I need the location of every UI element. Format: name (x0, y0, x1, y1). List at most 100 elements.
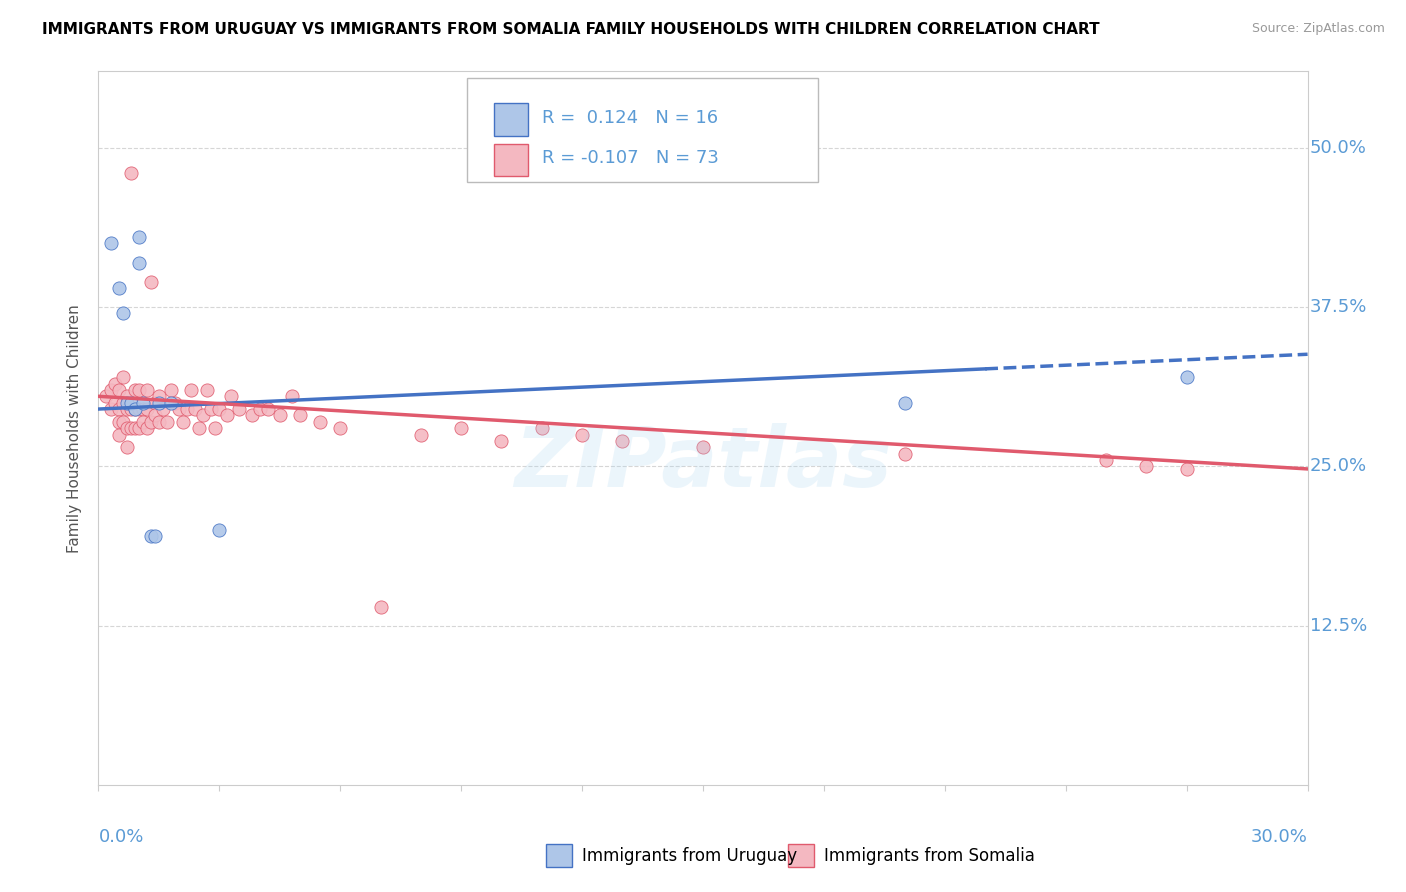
Point (329, 421, 352, 435)
Point (249, 402, 271, 417)
Point (128, 255, 150, 269)
Point (124, 383, 146, 397)
Point (450, 421, 472, 435)
Point (612, 434, 634, 448)
Text: 50.0%: 50.0% (1310, 139, 1367, 157)
Point (139, 415, 162, 429)
Text: Immigrants from Uruguay: Immigrants from Uruguay (582, 847, 797, 864)
Point (193, 409, 215, 423)
FancyBboxPatch shape (467, 78, 818, 182)
Point (103, 376, 125, 391)
Point (893, 447, 915, 461)
Point (893, 395, 915, 409)
Point (167, 402, 190, 417)
Text: 30.0%: 30.0% (1251, 828, 1308, 846)
Point (160, 395, 183, 409)
Point (156, 415, 179, 429)
Text: ZIPatlas: ZIPatlas (515, 424, 891, 504)
Point (107, 402, 129, 417)
Point (309, 415, 332, 429)
Point (100, 383, 122, 397)
Point (115, 440, 138, 454)
Text: R = -0.107   N = 73: R = -0.107 N = 73 (543, 149, 718, 167)
Text: Source: ZipAtlas.com: Source: ZipAtlas.com (1251, 22, 1385, 36)
Point (152, 402, 174, 417)
Point (124, 421, 146, 435)
Point (148, 395, 170, 409)
Point (143, 395, 166, 409)
Point (115, 421, 138, 435)
Point (195, 383, 218, 397)
Point (208, 523, 231, 537)
Point (132, 415, 155, 429)
Point (1175, 370, 1198, 384)
Point (184, 402, 207, 417)
Point (172, 415, 194, 429)
Point (163, 395, 186, 409)
Point (204, 421, 226, 435)
Point (132, 395, 155, 409)
Point (1095, 453, 1118, 467)
Text: IMMIGRANTS FROM URUGUAY VS IMMIGRANTS FROM SOMALIA FAMILY HOUSEHOLDS WITH CHILDR: IMMIGRANTS FROM URUGUAY VS IMMIGRANTS FR… (42, 22, 1099, 37)
Point (176, 402, 198, 417)
Point (143, 529, 166, 543)
Point (111, 415, 134, 429)
Point (281, 389, 304, 403)
FancyBboxPatch shape (494, 103, 527, 136)
FancyBboxPatch shape (494, 144, 527, 176)
Point (409, 427, 432, 442)
Text: R =  0.124   N = 16: R = 0.124 N = 16 (543, 109, 718, 127)
Point (115, 402, 138, 417)
Point (530, 421, 553, 435)
Point (370, 599, 392, 614)
Point (217, 409, 239, 423)
Point (288, 409, 311, 423)
Point (120, 421, 142, 435)
Point (120, 402, 142, 417)
Point (143, 409, 166, 423)
Point (107, 383, 129, 397)
Point (120, 166, 142, 180)
Point (1135, 459, 1157, 474)
Text: 12.5%: 12.5% (1310, 616, 1367, 635)
Point (128, 383, 150, 397)
Point (100, 236, 122, 251)
Point (692, 440, 714, 454)
Point (139, 529, 162, 543)
FancyBboxPatch shape (546, 844, 572, 867)
Point (135, 421, 157, 435)
Point (132, 402, 155, 417)
Text: 37.5%: 37.5% (1310, 298, 1368, 316)
Point (1175, 462, 1198, 476)
Point (269, 409, 291, 423)
Point (124, 402, 146, 417)
Point (100, 402, 122, 417)
Point (111, 370, 134, 384)
Point (115, 389, 138, 403)
Point (103, 395, 125, 409)
Point (228, 402, 250, 417)
Point (571, 427, 593, 442)
Point (180, 383, 202, 397)
Point (148, 389, 170, 403)
Text: 0.0%: 0.0% (98, 828, 143, 846)
Point (148, 415, 170, 429)
Point (124, 402, 146, 417)
Point (200, 402, 222, 417)
Point (240, 409, 263, 423)
Y-axis label: Family Households with Children: Family Households with Children (67, 304, 83, 552)
Point (135, 402, 157, 417)
Point (128, 230, 150, 244)
Text: Immigrants from Somalia: Immigrants from Somalia (824, 847, 1035, 864)
Point (111, 306, 134, 320)
Text: 25.0%: 25.0% (1310, 458, 1367, 475)
Point (160, 383, 183, 397)
Point (111, 395, 134, 409)
Point (128, 402, 150, 417)
Point (107, 415, 129, 429)
Point (139, 275, 162, 289)
Point (208, 402, 231, 417)
Point (107, 281, 129, 295)
Point (120, 395, 142, 409)
Point (135, 383, 157, 397)
